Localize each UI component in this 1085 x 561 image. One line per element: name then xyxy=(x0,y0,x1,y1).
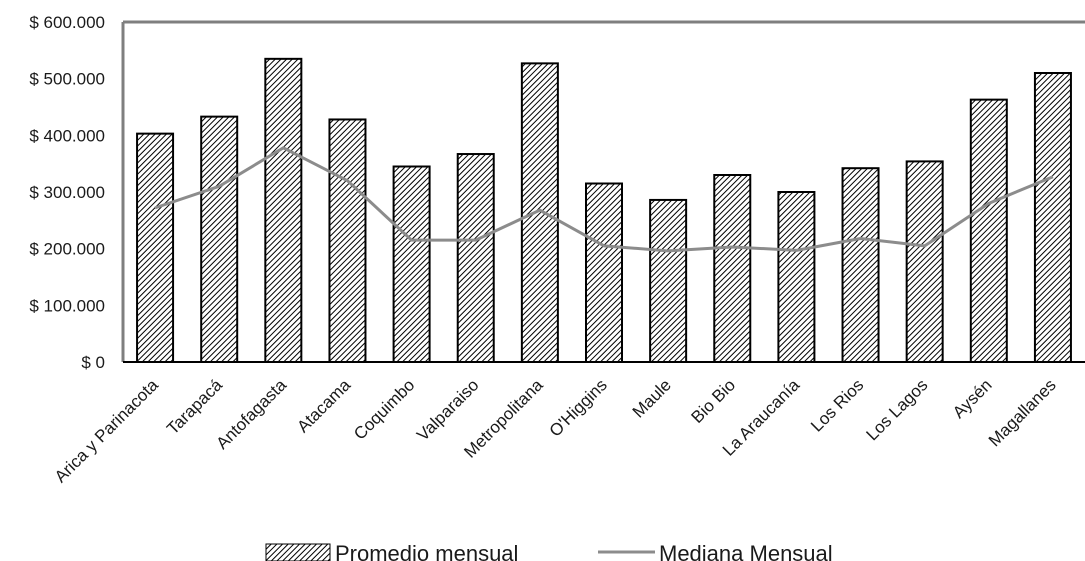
median-line xyxy=(154,146,1054,253)
legend: Promedio mensual Mediana Mensual xyxy=(265,541,833,561)
bar xyxy=(1033,72,1072,363)
legend-label-mediana: Mediana Mensual xyxy=(659,541,833,561)
bar xyxy=(969,98,1008,363)
legend-swatch-promedio xyxy=(265,543,331,561)
y-tick-label: $ 200.000 xyxy=(29,240,105,259)
x-tick-label: Valparaiso xyxy=(413,375,482,444)
bar xyxy=(841,167,880,363)
bar-series xyxy=(136,57,1072,364)
x-tick-label: O'Higgins xyxy=(546,375,611,440)
bar xyxy=(200,115,239,363)
legend-label-promedio: Promedio mensual xyxy=(335,541,518,561)
x-tick-label: Bio Bio xyxy=(688,375,740,427)
x-tick-label: Maule xyxy=(629,375,675,421)
y-tick-label: $ 0 xyxy=(81,353,105,372)
x-tick-label: Aysén xyxy=(949,375,996,422)
bar xyxy=(777,191,816,363)
x-tick-label: Arica y Parinacota xyxy=(51,375,162,486)
x-tick-label: Magallanes xyxy=(985,375,1060,450)
y-tick-label: $ 600.000 xyxy=(29,13,105,32)
line-series xyxy=(154,146,1054,253)
bar xyxy=(456,153,495,363)
bar xyxy=(392,165,431,363)
y-tick-label: $ 500.000 xyxy=(29,70,105,89)
y-tick-label: $ 100.000 xyxy=(29,296,105,315)
bar xyxy=(328,118,367,364)
x-tick-label: Tarapacá xyxy=(163,375,226,438)
bar xyxy=(264,57,303,363)
y-axis-ticks: $ 0 $ 100.000 $ 200.000 $ 300.000 $ 400.000 $… xyxy=(29,13,105,372)
bar xyxy=(136,132,175,363)
x-tick-label: Los Rios xyxy=(807,375,867,435)
x-tick-label: Atacama xyxy=(293,375,354,436)
x-tick-label: Antofagasta xyxy=(213,375,291,453)
y-tick-label: $ 300.000 xyxy=(29,183,105,202)
y-tick-label: $ 400.000 xyxy=(29,126,105,145)
bar xyxy=(585,182,623,363)
bar xyxy=(520,62,559,363)
plot-border xyxy=(121,20,1085,362)
x-tick-label: Los Lagos xyxy=(863,375,932,444)
bar xyxy=(649,198,688,363)
bar xyxy=(713,174,752,363)
bar xyxy=(905,160,944,363)
x-tick-label: Coquimbo xyxy=(350,375,418,443)
